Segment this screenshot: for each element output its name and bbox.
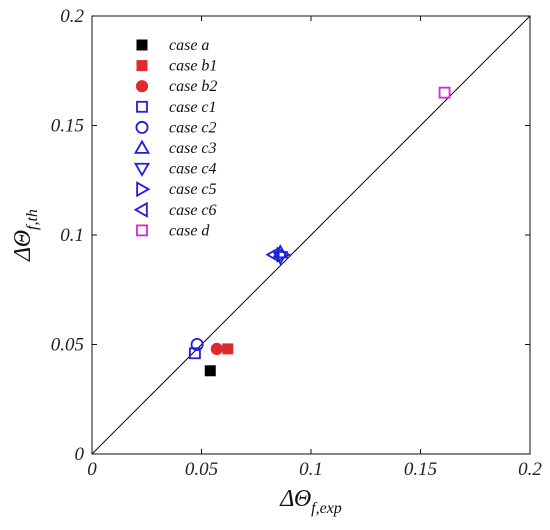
data-point-case-d	[438, 86, 451, 99]
legend-marker	[133, 162, 151, 177]
x-axis-title: ΔΘf,exp	[279, 486, 342, 517]
x-axis-title-sub: f,exp	[311, 500, 342, 517]
legend-marker	[133, 139, 151, 154]
legend-marker	[133, 201, 148, 218]
legend-label: case b1	[169, 58, 217, 75]
legend-label: case c2	[169, 119, 217, 136]
x-tick-label: 0.05	[185, 459, 218, 480]
plot-area: 0 0.05 0.1 0.15 0.200.050.10.150.2 case acas…	[51, 6, 543, 480]
legend-label: case c6	[169, 202, 217, 219]
data-point-case-c1	[189, 347, 201, 360]
legend-label: case c4	[169, 161, 217, 178]
data-point-case-b1	[222, 343, 234, 355]
x-axis-title-main: ΔΘ	[279, 486, 311, 512]
legend-marker	[135, 80, 149, 93]
legend-marker	[136, 60, 148, 72]
axis-ticks: 0 0.05 0.1 0.15 0.2 0 0.05 0.1 0.15 0.2	[51, 6, 543, 480]
y-tick-label: 0.15	[51, 116, 84, 137]
legend-marker	[136, 224, 148, 237]
x-tick-label: 0.2	[518, 459, 542, 480]
legend-marker	[136, 100, 148, 113]
reference-line	[91, 15, 531, 455]
data-point-case-c5	[276, 246, 291, 263]
legend-marker	[135, 120, 149, 134]
data-point-case-c2	[190, 337, 204, 351]
legend-label: case b2	[169, 78, 217, 95]
legend-label: case a	[169, 37, 209, 54]
y-axis-title-sub: f,th	[24, 209, 41, 230]
y-axis-title: ΔΘf,th	[10, 209, 41, 262]
legend-label: case c3	[169, 140, 217, 157]
y-tick-label: 0	[75, 444, 85, 465]
data-point-case-b2	[210, 342, 223, 355]
y-tick-label: 0.05	[51, 335, 84, 356]
legend-label: case d	[169, 222, 210, 239]
x-tick-label: 0.1	[299, 459, 323, 480]
y-tick-label: 0.1	[60, 225, 84, 246]
legend-label: case c1	[169, 99, 217, 116]
y-tick-label: 0.2	[60, 6, 84, 27]
data-point-case-a	[204, 365, 216, 377]
x-tick-label: 0	[87, 459, 97, 480]
legend: case a case b1 case b2 case c1 case c2 case c…	[133, 37, 217, 239]
y-axis-title-main: ΔΘ	[10, 230, 36, 262]
legend-marker	[136, 181, 151, 198]
data-point-case-c6	[265, 246, 280, 263]
x-tick-label: 0.15	[404, 459, 437, 480]
legend-label: case c5	[169, 181, 217, 198]
legend-marker	[136, 39, 148, 51]
data-markers	[189, 86, 451, 377]
